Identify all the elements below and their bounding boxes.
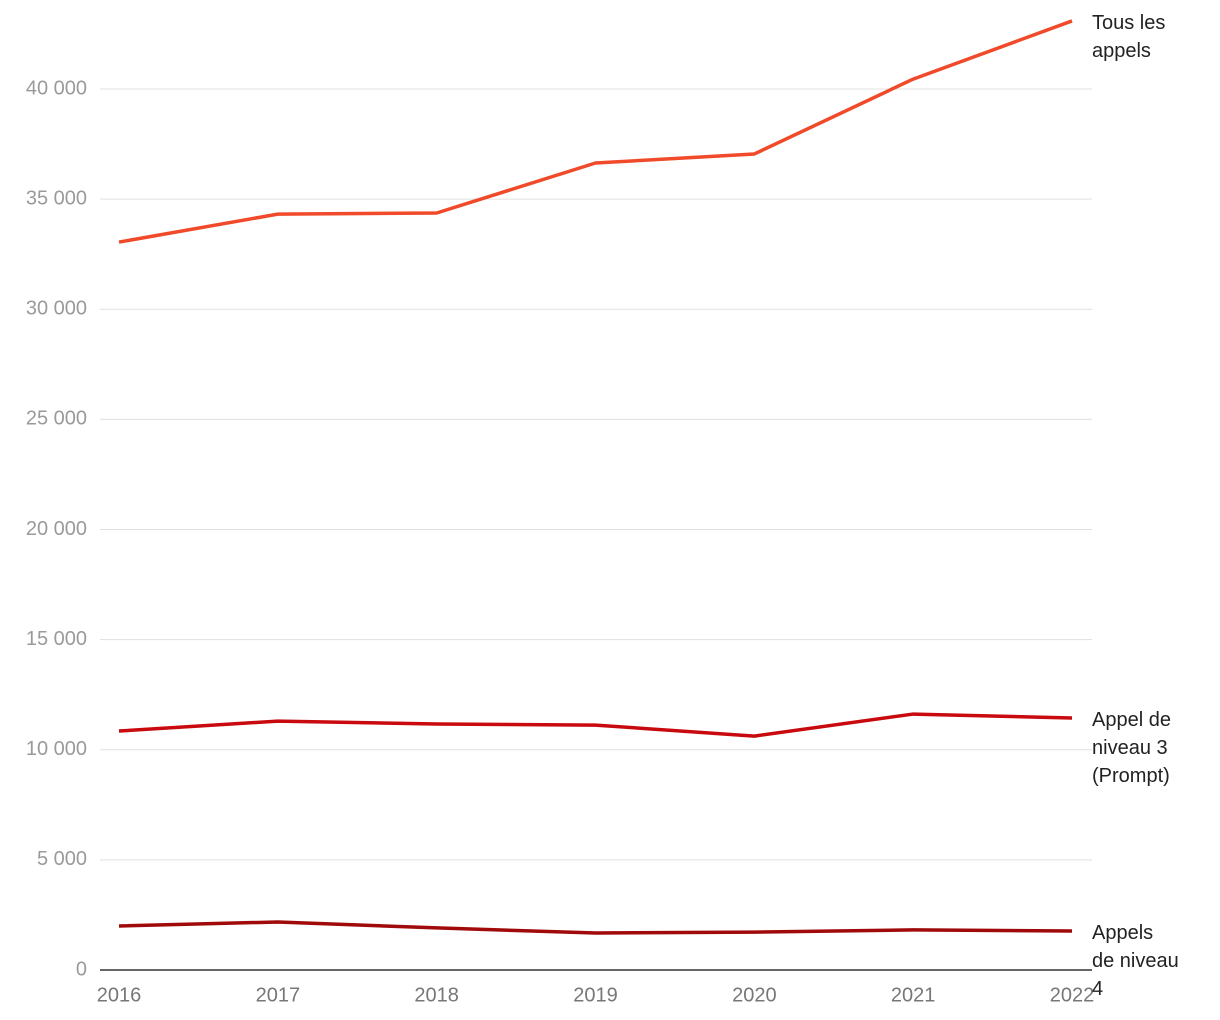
y-tick-label: 25 000 [26,408,87,430]
y-tick-label: 20 000 [26,518,87,540]
x-tick-label: 2016 [97,984,142,1006]
x-tick-label: 2020 [732,984,777,1006]
y-tick-label: 15 000 [26,628,87,650]
y-tick-label: 5 000 [37,848,87,870]
y-tick-label: 35 000 [26,187,87,209]
x-tick-label: 2019 [573,984,618,1006]
series-line [118,712,1073,738]
y-tick-label: 30 000 [26,298,87,320]
x-tick-label: 2021 [891,984,936,1006]
series-label: Appels de niveau 4 [1092,922,1179,1001]
x-tick-label: 2022 [1050,984,1095,1006]
y-tick-label: 40 000 [26,77,87,99]
x-tick-label: 2018 [414,984,459,1006]
series-label: Tous les appels [1092,11,1166,62]
series-label: Appel de niveau 3 (Prompt) [1092,709,1171,788]
y-tick-label: 0 [76,958,87,980]
series-line [118,920,1073,935]
y-tick-label: 10 000 [26,738,87,760]
x-tick-label: 2017 [256,984,301,1006]
series-line [118,19,1073,244]
